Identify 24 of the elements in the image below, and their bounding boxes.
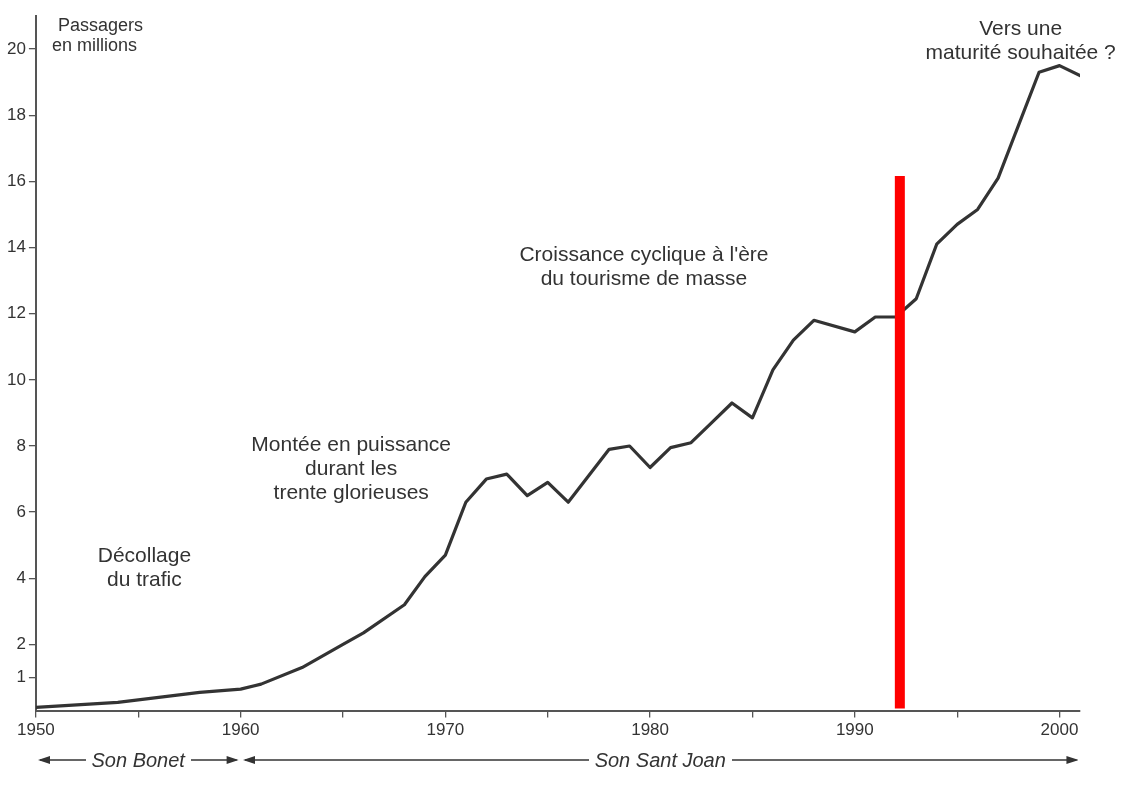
y-tick-label: 14 <box>6 237 26 257</box>
y-tick-label: 6 <box>16 501 26 521</box>
annotation: Vers une maturité souhaitée ? <box>925 15 1116 63</box>
y-tick-label: 16 <box>6 171 26 191</box>
y-tick-label: 1 <box>16 667 26 687</box>
x-tick-label: 1970 <box>426 720 465 740</box>
y-tick-label: 20 <box>6 38 26 58</box>
y-tick-label: 18 <box>6 104 26 124</box>
y-tick-label: 2 <box>16 634 26 654</box>
annotation: Montée en puissance durant les trente glorieuses <box>251 431 451 503</box>
text: Son Sant Joan <box>588 749 732 771</box>
y-tick-label: 10 <box>6 369 26 389</box>
y-tick-label: 4 <box>16 567 26 587</box>
annotation: Croissance cyclique à l'ère du tourisme de masse <box>519 242 769 290</box>
x-tick-label: 1960 <box>221 720 260 740</box>
y-tick-label: 8 <box>16 435 26 455</box>
x-tick-label: 1990 <box>835 720 874 740</box>
y-axis-title: Passagers en millions <box>51 14 143 55</box>
x-tick-label: 1980 <box>631 720 669 740</box>
x-tick-label: 2000 <box>1040 720 1079 740</box>
text: Son Bonet <box>85 749 191 771</box>
annotation: Décollage du trafic <box>97 543 192 591</box>
y-tick-label: 12 <box>6 303 26 323</box>
x-tick-label: 1950 <box>17 720 55 740</box>
